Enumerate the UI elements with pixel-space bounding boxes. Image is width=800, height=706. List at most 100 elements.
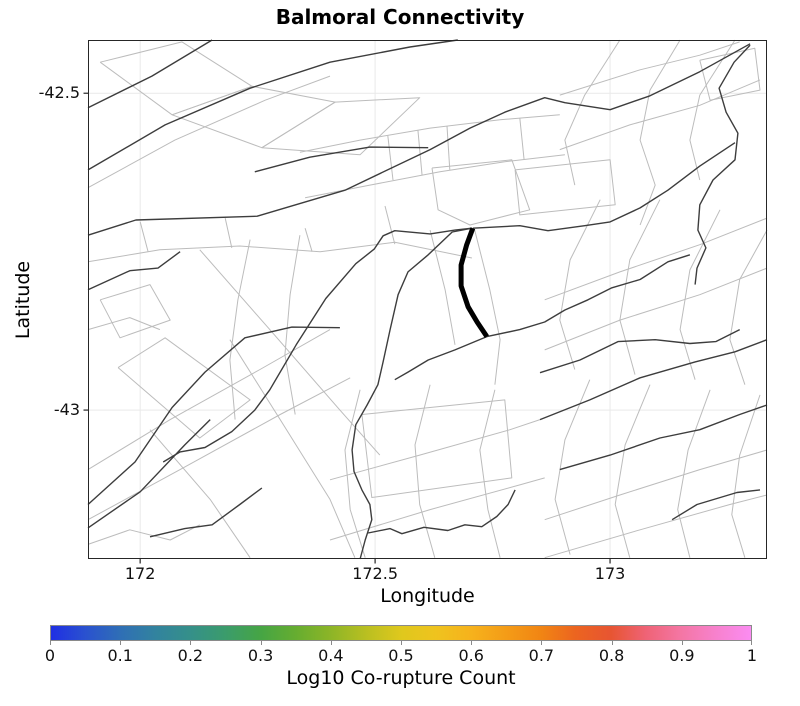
fault-traces-line xyxy=(539,328,741,374)
colorbar-tick-label: 0.5 xyxy=(388,646,414,665)
fault-surface-outlines-line xyxy=(564,39,621,186)
colorbar-tick-label: 1 xyxy=(746,646,758,665)
fault-surface-outlines-line xyxy=(544,494,768,559)
colorbar-tick-label: 0.3 xyxy=(247,646,274,665)
colorbar-tick-label: 0.8 xyxy=(598,646,625,665)
fault-surface-outlines-line xyxy=(446,126,451,170)
fault-traces-line xyxy=(486,254,691,338)
colorbar-tick-mark xyxy=(330,641,332,645)
fault-traces-line xyxy=(87,419,211,529)
colorbar-tick-mark xyxy=(190,641,192,645)
fault-surface-outlines-line xyxy=(224,217,233,249)
fault-traces-line xyxy=(87,39,213,109)
balmoral-highlight-line xyxy=(458,227,489,338)
fault-traces-line xyxy=(394,335,488,381)
fault-traces-line xyxy=(671,489,761,521)
fault-traces-line xyxy=(87,326,340,506)
y-axis-label: Latitude xyxy=(12,260,34,340)
fault-surface-outlines-line xyxy=(614,384,651,558)
colorbar-label: Log10 Co-rupture Count xyxy=(286,667,516,689)
fault-surface-outlines-line xyxy=(229,339,356,558)
colorbar-tick-mark xyxy=(471,641,473,645)
fault-traces-line xyxy=(539,339,768,421)
fault-surface-outlines-line xyxy=(519,117,525,160)
fault-surface-outlines-line xyxy=(559,199,601,370)
fault-surface-outlines-line xyxy=(431,159,531,226)
fault-surface-outlines-line xyxy=(99,41,253,116)
fault-surface-outlines-line xyxy=(344,389,366,558)
fault-surface-outlines-line xyxy=(544,449,768,521)
colorbar-tick-label: 0.9 xyxy=(669,646,695,665)
y-tick-label: -42.5 xyxy=(38,83,80,103)
fault-surface-outlines-line xyxy=(479,389,501,558)
fault-surface-outlines-line xyxy=(544,217,768,301)
fault-surface-outlines-line xyxy=(544,267,768,351)
fault-surface-outlines-line xyxy=(474,229,501,385)
x-tick-label: 173 xyxy=(594,564,626,583)
fault-surface-outlines-line xyxy=(514,159,616,216)
fault-traces-line xyxy=(149,487,263,538)
fault-surface-outlines-line xyxy=(417,129,423,176)
colorbar-tick-label: 0.6 xyxy=(458,646,484,665)
colorbar-tick-mark xyxy=(611,641,613,645)
fault-surface-outlines-line xyxy=(87,75,331,189)
fault-surface-outlines-line xyxy=(731,394,761,558)
plot-area xyxy=(83,39,768,564)
fault-surface-outlines-line xyxy=(619,199,661,375)
fault-surface-outlines-line xyxy=(87,317,161,331)
fault-surface-outlines-line xyxy=(229,239,251,420)
plot-border xyxy=(88,40,767,559)
fault-surface-outlines-line xyxy=(199,249,381,456)
fault-surface-outlines-line xyxy=(384,205,396,245)
fault-surface-outlines-line xyxy=(387,135,394,181)
x-tick-label: 172 xyxy=(124,564,156,583)
fault-surface-outlines-line xyxy=(149,429,251,558)
fault-surface-outlines-line xyxy=(139,221,149,252)
fault-surface-outlines-line xyxy=(554,379,591,555)
fault-surface-outlines-line xyxy=(284,235,301,415)
colorbar-gradient xyxy=(50,625,752,641)
colorbar-tick-mark xyxy=(401,641,402,645)
colorbar-tick-mark xyxy=(50,641,51,645)
colorbar-tick-label: 0 xyxy=(44,646,56,665)
fault-surface-outlines-line xyxy=(699,47,761,101)
colorbar-tick-mark xyxy=(751,641,752,645)
fault-traces-line xyxy=(87,251,181,291)
fault-surface-outlines-line xyxy=(677,389,711,558)
fault-surface-outlines-line xyxy=(429,229,456,345)
x-tick-label: 172.5 xyxy=(352,564,398,583)
colorbar-tick-mark xyxy=(120,641,122,645)
fault-traces-line xyxy=(87,39,458,171)
colorbar-tick-label: 0.2 xyxy=(177,646,204,665)
fault-surface-outlines-line xyxy=(87,377,351,521)
fault-surface-outlines-line xyxy=(99,284,171,339)
fault-surface-outlines-line xyxy=(329,419,541,481)
fault-traces-line xyxy=(367,489,516,535)
x-axis-label: Longitude xyxy=(380,585,475,607)
fault-network-svg xyxy=(83,39,768,564)
fault-traces-line xyxy=(472,142,736,232)
fault-surface-outlines-line xyxy=(329,477,545,541)
colorbar-tick-mark xyxy=(260,641,262,645)
fault-surface-outlines-line xyxy=(639,39,681,226)
fault-surface-outlines-line xyxy=(304,228,313,252)
fault-surface-outlines-line xyxy=(414,384,436,558)
fault-traces-line xyxy=(254,146,429,173)
colorbar-tick-mark xyxy=(681,641,683,645)
fault-traces-line xyxy=(694,44,751,285)
chart-title: Balmoral Connectivity xyxy=(275,5,525,29)
colorbar-tick-mark xyxy=(541,641,543,645)
colorbar-tick-label: 0.1 xyxy=(107,646,133,665)
fault-traces-line xyxy=(87,43,751,236)
fault-surface-outlines-line xyxy=(87,241,473,263)
fault-surface-outlines-line xyxy=(689,39,736,181)
fault-traces-line xyxy=(559,404,768,471)
fault-surface-outlines-line xyxy=(87,329,331,471)
fault-surface-outlines-line xyxy=(361,399,513,498)
fault-surface-outlines-line xyxy=(261,97,421,156)
colorbar-tick-label: 0.7 xyxy=(528,646,555,665)
fault-traces-line xyxy=(162,227,472,463)
fault-traces-line xyxy=(351,227,473,560)
fault-surface-outlines-line xyxy=(299,114,560,153)
